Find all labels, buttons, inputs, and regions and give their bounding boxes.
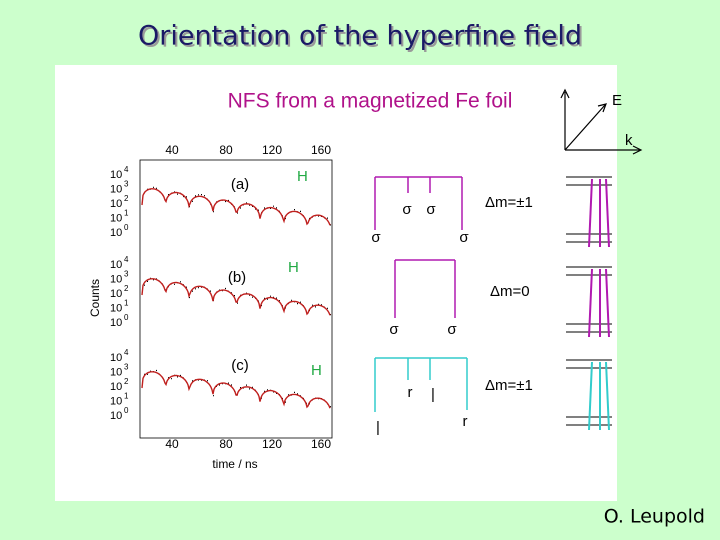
transition-label: r <box>408 384 413 401</box>
y-tick-exponent: 0 <box>124 313 129 322</box>
slide-title: Orientation of the hyperfine field <box>138 21 582 52</box>
transition-label: σ <box>426 201 436 218</box>
figure-heading: NFS from a magnetized Fe foil <box>228 90 513 113</box>
transition-label: r <box>463 413 468 430</box>
y-tick-base: 10 <box>110 198 122 210</box>
delta-m: Δm=±1 <box>485 194 533 211</box>
delta-m: Δm=±1 <box>485 377 533 394</box>
author: O. Leupold <box>604 506 705 528</box>
y-tick-exponent: 3 <box>124 270 129 279</box>
vector-k: k <box>625 132 633 149</box>
y-tick-base: 10 <box>110 395 122 407</box>
field-label: H <box>297 168 308 185</box>
y-axis-label: Counts <box>88 279 102 317</box>
figure-panel <box>55 65 617 501</box>
y-tick-base: 10 <box>110 302 122 314</box>
y-tick-exponent: 3 <box>124 180 129 189</box>
transition-label: σ <box>371 229 381 246</box>
y-tick-exponent: 0 <box>124 223 129 232</box>
y-tick-base: 10 <box>110 273 122 285</box>
transition-label: σ <box>459 229 469 246</box>
y-tick-exponent: 4 <box>124 165 129 174</box>
y-tick-base: 10 <box>110 381 122 393</box>
x-tick-label-bottom: 160 <box>311 437 331 451</box>
transition-label: σ <box>447 321 457 338</box>
y-tick-exponent: 0 <box>124 406 129 415</box>
y-tick-base: 10 <box>110 183 122 195</box>
y-tick-exponent: 1 <box>124 209 129 218</box>
transition-label: | <box>376 419 380 436</box>
transition-label: | <box>431 386 435 403</box>
page: Orientation of the hyperfine field Orien… <box>0 0 720 540</box>
y-tick-exponent: 2 <box>124 377 129 386</box>
panel-label: (b) <box>228 269 246 286</box>
y-tick-base: 10 <box>110 366 122 378</box>
delta-m: Δm=0 <box>490 283 530 300</box>
y-tick-exponent: 3 <box>124 363 129 372</box>
x-tick-label-top: 40 <box>165 143 179 157</box>
y-tick-exponent: 4 <box>124 255 129 264</box>
y-tick-base: 10 <box>110 317 122 329</box>
x-tick-label-top: 120 <box>262 143 282 157</box>
y-tick-base: 10 <box>110 259 122 271</box>
y-tick-exponent: 4 <box>124 348 129 357</box>
y-tick-base: 10 <box>110 169 122 181</box>
y-tick-base: 10 <box>110 288 122 300</box>
y-tick-base: 10 <box>110 227 122 239</box>
y-tick-base: 10 <box>110 212 122 224</box>
panel-label: (a) <box>231 176 249 193</box>
y-tick-base: 10 <box>110 352 122 364</box>
slide: Orientation of the hyperfine field Orien… <box>0 0 720 540</box>
y-tick-exponent: 1 <box>124 299 129 308</box>
x-tick-label-top: 160 <box>311 143 331 157</box>
y-tick-exponent: 1 <box>124 392 129 401</box>
x-axis-label: time / ns <box>212 457 257 471</box>
x-tick-label-top: 80 <box>219 143 233 157</box>
y-tick-base: 10 <box>110 410 122 422</box>
vector-e: E <box>612 92 622 109</box>
y-tick-exponent: 2 <box>124 194 129 203</box>
x-tick-label-bottom: 40 <box>165 437 179 451</box>
panel-label: (c) <box>231 357 249 374</box>
x-tick-label-bottom: 120 <box>262 437 282 451</box>
transition-label: σ <box>389 321 399 338</box>
field-label: H <box>311 362 322 379</box>
y-tick-exponent: 2 <box>124 284 129 293</box>
x-tick-label-bottom: 80 <box>219 437 233 451</box>
field-label: H <box>288 259 299 276</box>
transition-label: σ <box>402 201 412 218</box>
